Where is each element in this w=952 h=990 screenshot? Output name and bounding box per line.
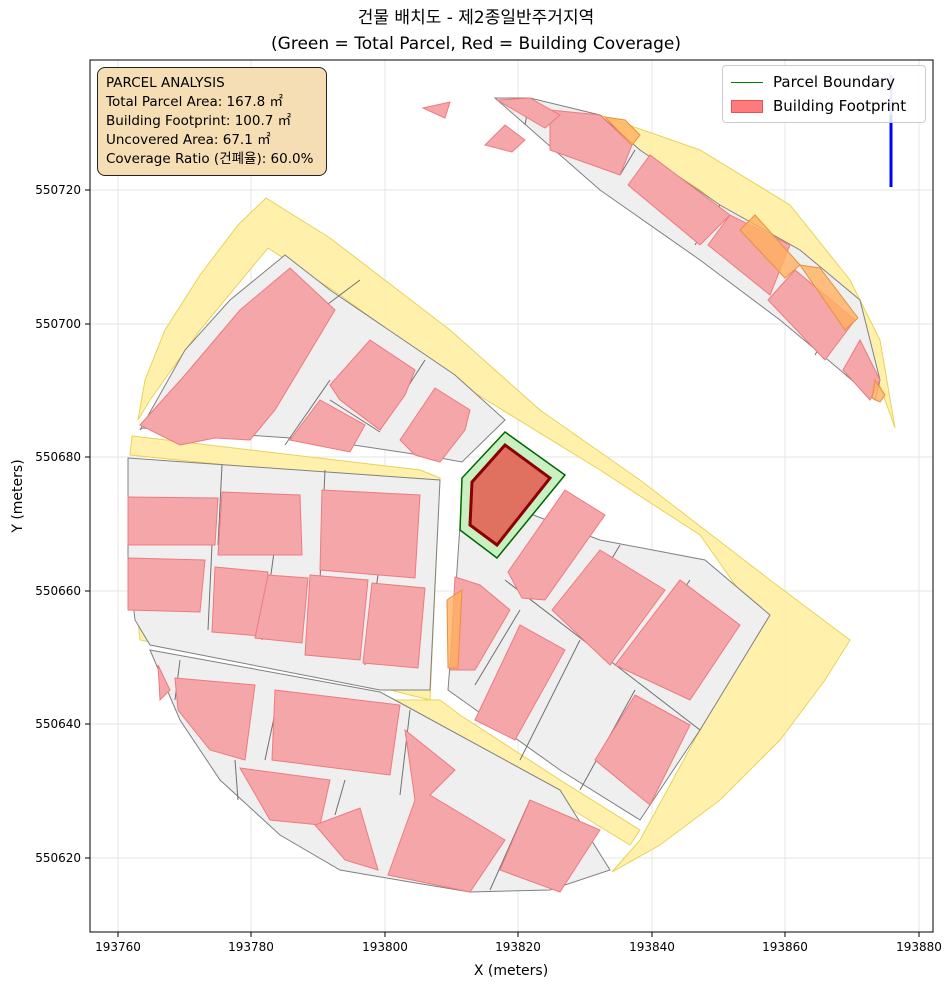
parcel-boundary-swatch xyxy=(731,81,763,83)
y-tick-label: 550640 xyxy=(35,717,81,731)
x-tick-label: 193800 xyxy=(362,940,408,954)
x-tick-label: 193860 xyxy=(762,940,808,954)
legend-item-building: Building Footprint xyxy=(731,96,906,116)
parcel-analysis-box: PARCEL ANALYSIS Total Parcel Area: 167.8… xyxy=(97,67,327,176)
building-footprints xyxy=(127,97,881,893)
x-tick-label: 193880 xyxy=(896,940,942,954)
y-tick-label: 550620 xyxy=(35,851,81,865)
x-axis-label: X (meters) xyxy=(474,963,548,979)
x-tick-labels: 193760 193780 193800 193820 193840 19386… xyxy=(95,940,942,954)
uncovered-text: Uncovered Area: 67.1 ㎡ xyxy=(106,132,271,148)
axis-ticks xyxy=(85,189,920,937)
chart-subtitle: (Green = Total Parcel, Red = Building Co… xyxy=(271,34,681,54)
building-footprint-swatch xyxy=(731,99,763,113)
analysis-heading: PARCEL ANALYSIS xyxy=(106,75,225,91)
target-building[interactable] xyxy=(468,442,553,548)
x-tick-label: 193760 xyxy=(95,940,141,954)
x-tick-label: 193820 xyxy=(495,940,541,954)
legend-label: Parcel Boundary xyxy=(773,73,896,91)
legend: Parcel Boundary Building Footprint xyxy=(722,65,926,123)
legend-label: Building Footprint xyxy=(773,97,907,115)
overlap-areas xyxy=(446,116,886,669)
y-tick-labels: 550620 550640 550660 550680 550700 55072… xyxy=(35,183,81,865)
y-tick-label: 550720 xyxy=(35,183,81,197)
coverage-text: Coverage Ratio (건폐율): 60.0% xyxy=(106,151,314,167)
footprint-text: Building Footprint: 100.7 ㎡ xyxy=(106,113,292,129)
plot-frame xyxy=(89,59,934,933)
legend-item-parcel: Parcel Boundary xyxy=(731,72,895,92)
chart-title: 건물 배치도 - 제2종일반주거지역 xyxy=(357,8,595,28)
y-tick-label: 550680 xyxy=(35,450,81,464)
x-tick-label: 193780 xyxy=(228,940,274,954)
total-area-text: Total Parcel Area: 167.8 ㎡ xyxy=(106,94,283,110)
y-tick-label: 550660 xyxy=(35,584,81,598)
y-axis-label: Y (meters) xyxy=(10,459,26,533)
x-tick-label: 193840 xyxy=(629,940,675,954)
y-tick-label: 550700 xyxy=(35,317,81,331)
